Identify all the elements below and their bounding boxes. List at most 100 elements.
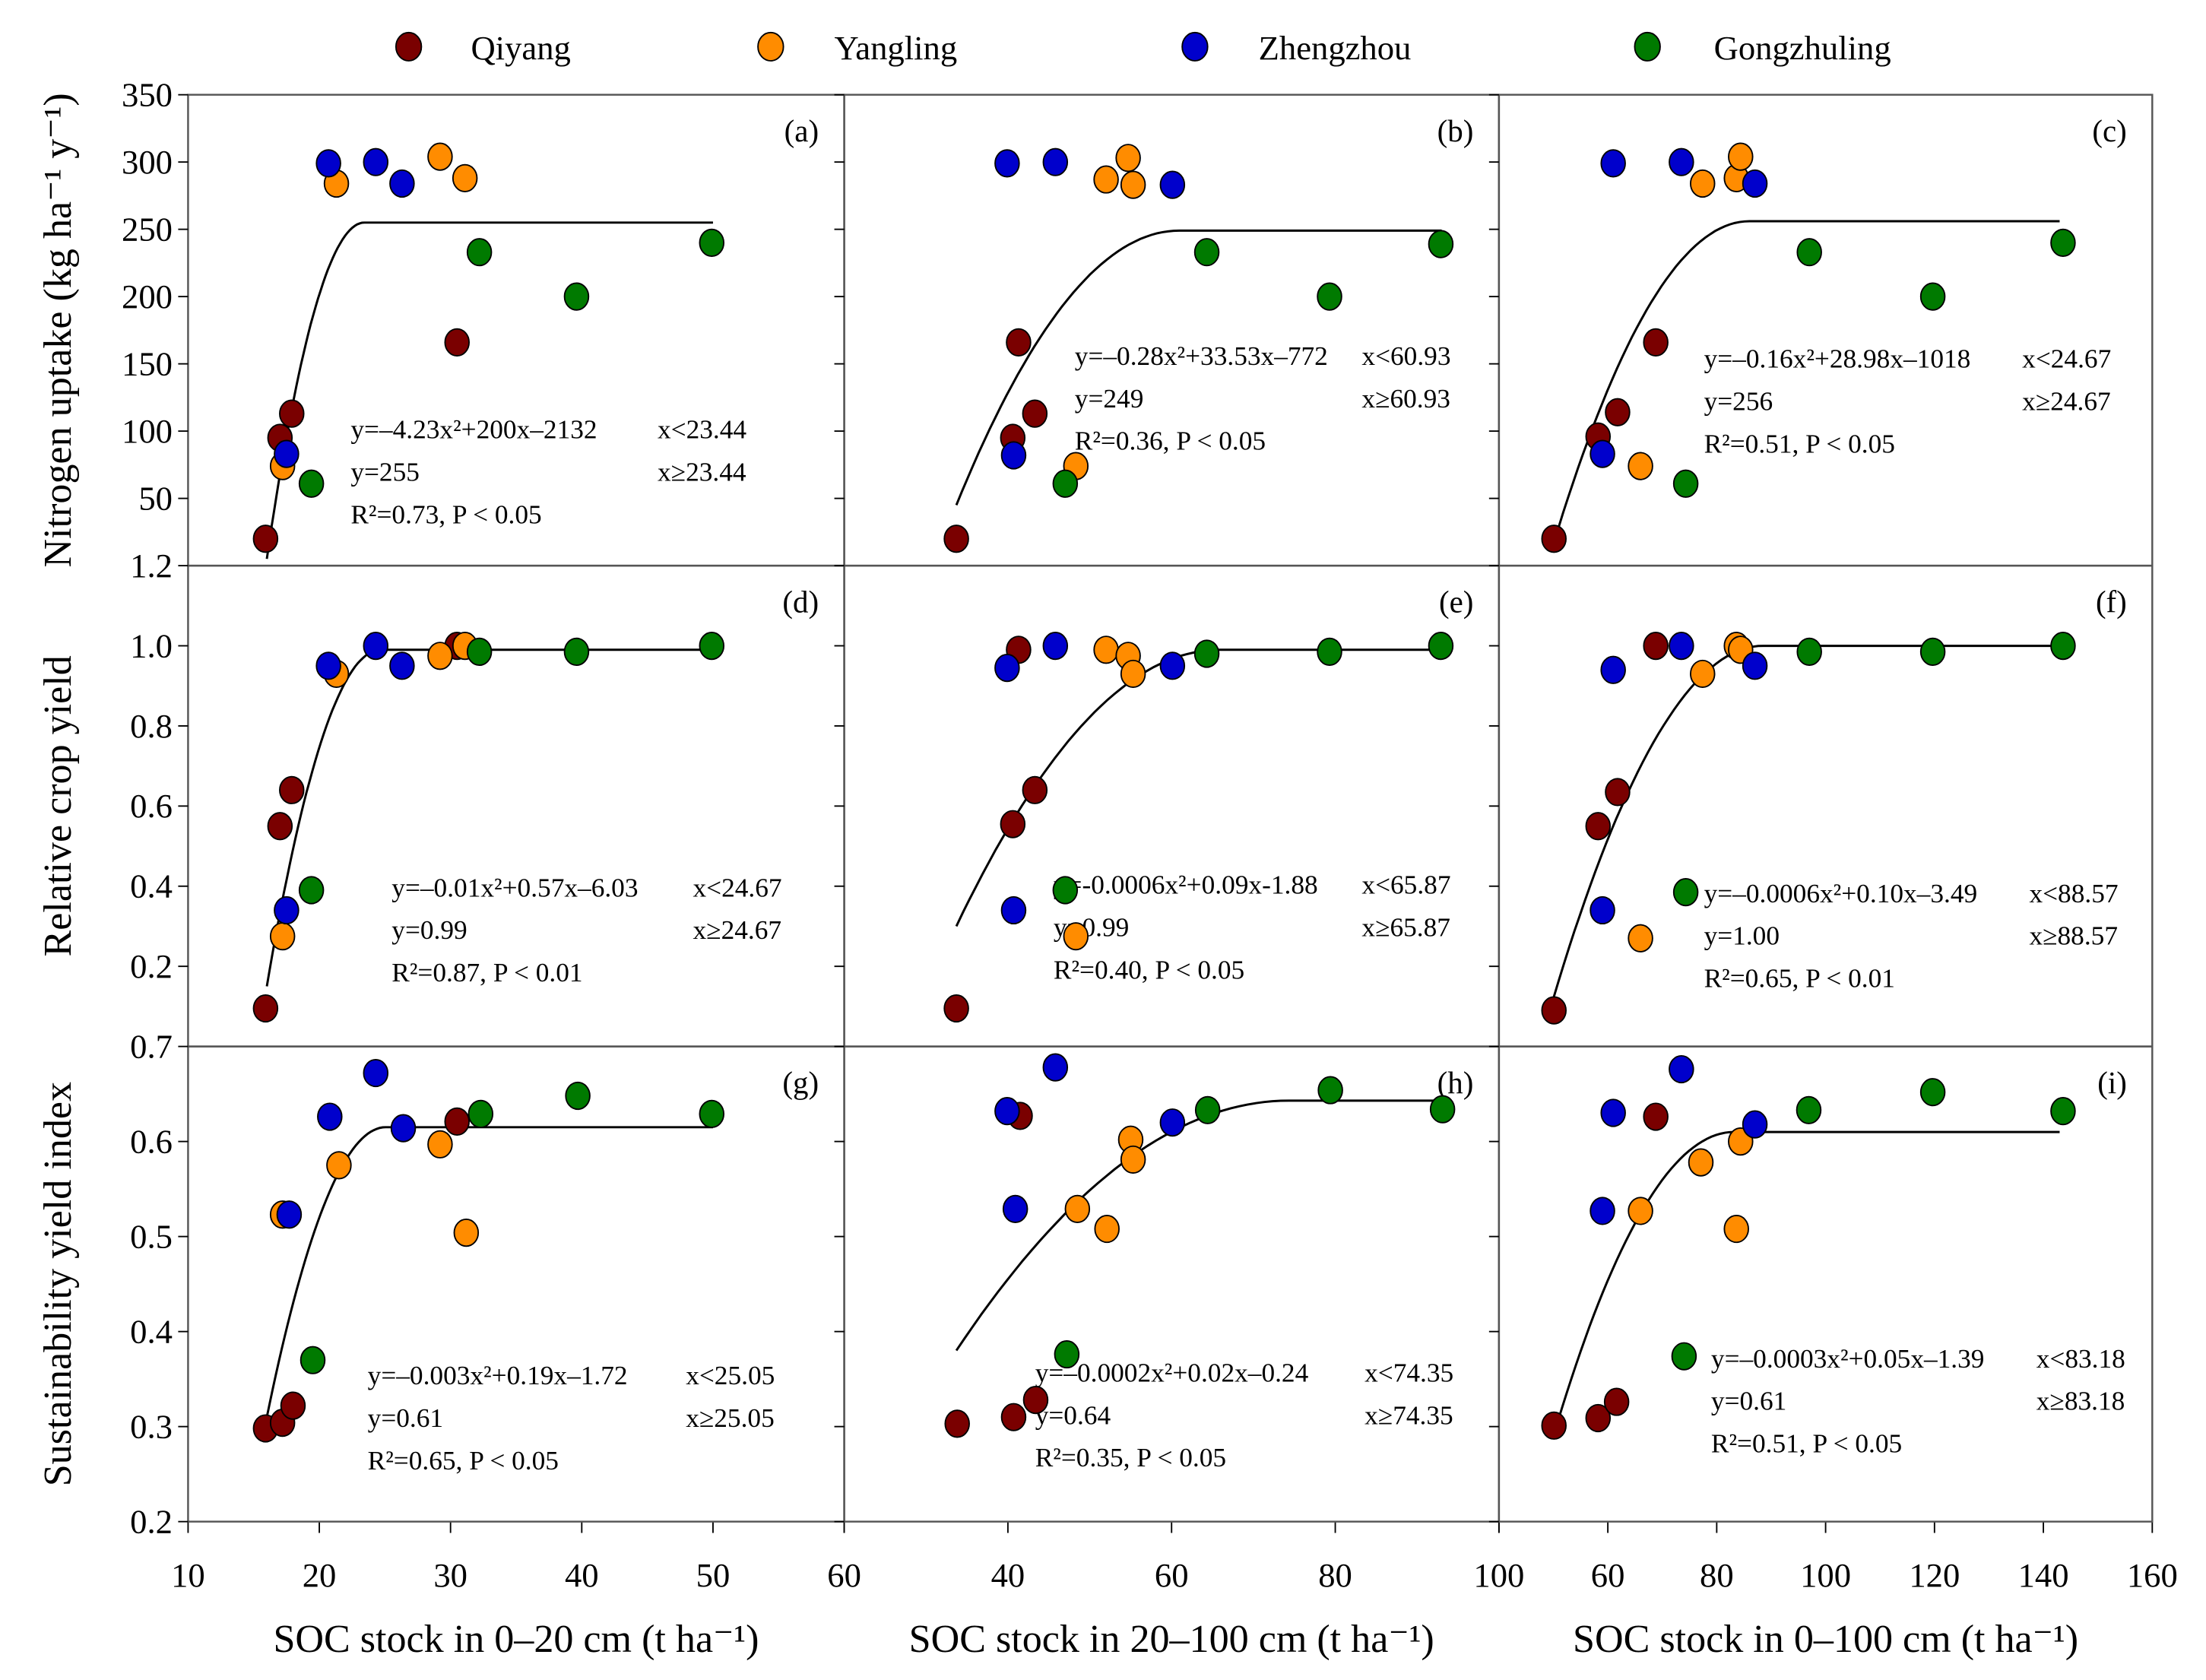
point-yangling bbox=[1628, 1197, 1653, 1225]
point-qiyang bbox=[252, 994, 279, 1023]
point-gongzhuling bbox=[565, 1081, 591, 1111]
point-gongzhuling bbox=[468, 1099, 494, 1128]
point-qiyang bbox=[1022, 1386, 1049, 1415]
equation-line: R²=0.65, P < 0.01 bbox=[1704, 963, 1895, 993]
point-gongzhuling bbox=[1672, 878, 1699, 907]
x-tick-label: 60 bbox=[1155, 1556, 1189, 1594]
point-yangling bbox=[326, 1151, 352, 1180]
point-zhengzhou bbox=[274, 439, 300, 468]
equation-condition: x<25.05 bbox=[686, 1361, 775, 1390]
y-tick-label: 0.5 bbox=[130, 1217, 173, 1255]
point-zhengzhou bbox=[1042, 631, 1069, 661]
point-qiyang bbox=[1541, 525, 1567, 553]
equation-line: y=-0.0006x²+0.09x-1.88 bbox=[1054, 870, 1318, 900]
point-gongzhuling bbox=[1193, 639, 1220, 668]
point-gongzhuling bbox=[466, 637, 493, 667]
point-yangling bbox=[1120, 1145, 1146, 1174]
point-zhengzhou bbox=[1669, 631, 1694, 661]
equation-line: y=249 bbox=[1075, 384, 1144, 414]
x-tick-label: 80 bbox=[1700, 1556, 1734, 1594]
equation-line: y=–0.01x²+0.57x–6.03 bbox=[391, 873, 638, 902]
equation-line: R²=0.35, P < 0.05 bbox=[1035, 1443, 1226, 1472]
point-gongzhuling bbox=[298, 876, 325, 905]
panel-frame bbox=[1498, 1045, 2154, 1523]
equation-condition: x<60.93 bbox=[1361, 341, 1450, 371]
y-tick-label: 0.6 bbox=[130, 1122, 173, 1160]
panel-f: (f) y=–0.0006x²+0.10x–3.49 y=1.00 R²=0.65, … bbox=[1488, 564, 2154, 1048]
point-qiyang bbox=[1006, 328, 1032, 357]
point-gongzhuling bbox=[2050, 228, 2076, 258]
point-zhengzhou bbox=[1159, 1108, 1186, 1137]
point-yangling bbox=[1628, 924, 1653, 953]
point-yangling bbox=[1728, 142, 1754, 171]
equation-line: y=255 bbox=[350, 457, 420, 487]
point-gongzhuling bbox=[1317, 282, 1342, 311]
panel-i: (i) y=–0.0003x²+0.05x–1.39 y=0.61 R²=0.51, … bbox=[1488, 1045, 2154, 1523]
panel-label: (f) bbox=[2096, 585, 2127, 619]
equation-condition: x≥25.05 bbox=[686, 1403, 775, 1433]
point-gongzhuling bbox=[699, 631, 725, 661]
x-tick-label: 160 bbox=[2127, 1556, 2178, 1594]
point-gongzhuling bbox=[300, 1346, 326, 1374]
y-tick-label: 0.4 bbox=[130, 867, 173, 905]
point-zhengzhou bbox=[363, 1058, 389, 1088]
x-tick-label: 20 bbox=[303, 1556, 337, 1594]
point-qiyang bbox=[1643, 631, 1669, 661]
x-tick-label: 100 bbox=[1800, 1556, 1851, 1594]
fit-curve bbox=[955, 229, 1442, 506]
point-qiyang bbox=[267, 812, 293, 841]
legend-item-qiyang: Qiyang bbox=[395, 29, 571, 67]
point-qiyang bbox=[252, 525, 279, 553]
panel-label: (h) bbox=[1437, 1066, 1474, 1100]
point-zhengzhou bbox=[1600, 655, 1626, 684]
x-tick-label: 10 bbox=[171, 1556, 205, 1594]
y-tick-label: 100 bbox=[122, 412, 173, 450]
point-qiyang bbox=[943, 994, 969, 1023]
equation-line: R²=0.87, P < 0.01 bbox=[391, 958, 582, 987]
point-qiyang bbox=[1585, 812, 1612, 841]
point-zhengzhou bbox=[1590, 439, 1615, 468]
point-zhengzhou bbox=[1742, 1110, 1768, 1139]
point-gongzhuling bbox=[1193, 238, 1220, 267]
equation-line: y=–0.28x²+33.53x–772 bbox=[1075, 341, 1328, 371]
point-qiyang bbox=[1605, 778, 1631, 807]
point-qiyang bbox=[1585, 1403, 1612, 1433]
equation-condition: x≥65.87 bbox=[1361, 912, 1450, 942]
equation-condition: x<24.67 bbox=[2022, 344, 2111, 374]
point-yangling bbox=[1093, 165, 1119, 194]
point-zhengzhou bbox=[317, 1102, 343, 1131]
point-yangling bbox=[427, 642, 453, 670]
point-qiyang bbox=[1643, 1102, 1669, 1131]
point-qiyang bbox=[279, 775, 305, 804]
point-yangling bbox=[453, 1218, 480, 1247]
y-axis-title: Sustainability yield index bbox=[36, 1082, 80, 1486]
y-tick-label: 350 bbox=[122, 76, 173, 114]
x-axis-title: SOC stock in 20–100 cm (t ha⁻¹) bbox=[909, 1618, 1434, 1661]
point-zhengzhou bbox=[315, 651, 341, 680]
point-gongzhuling bbox=[1919, 282, 1946, 311]
point-zhengzhou bbox=[315, 149, 341, 178]
point-gongzhuling bbox=[1796, 637, 1822, 667]
equation-line: y=0.61 bbox=[368, 1403, 443, 1433]
point-yangling bbox=[1723, 1214, 1749, 1244]
equation-line: R²=0.40, P < 0.05 bbox=[1054, 955, 1244, 984]
point-zhengzhou bbox=[1042, 1053, 1069, 1082]
equation-condition: x<83.18 bbox=[2036, 1344, 2125, 1374]
y-tick-label: 0.2 bbox=[130, 1503, 173, 1541]
legend-item-gongzhuling: Gongzhuling bbox=[1634, 29, 1891, 67]
panel-frame bbox=[1498, 94, 2154, 567]
panel-label: (b) bbox=[1437, 114, 1474, 148]
point-zhengzhou bbox=[1042, 147, 1069, 176]
point-gongzhuling bbox=[1919, 1078, 1946, 1107]
point-yangling bbox=[1120, 170, 1146, 199]
equation-condition: x<65.87 bbox=[1361, 870, 1450, 900]
point-gongzhuling bbox=[1317, 1076, 1343, 1105]
legend-item-zhengzhou: Zhengzhou bbox=[1181, 29, 1411, 67]
legend-label: Gongzhuling bbox=[1714, 29, 1891, 67]
point-zhengzhou bbox=[274, 895, 300, 925]
point-zhengzhou bbox=[1590, 895, 1615, 925]
equation-line: y=–0.0002x²+0.02x–0.24 bbox=[1035, 1358, 1309, 1387]
x-tick-label: 80 bbox=[1318, 1556, 1352, 1594]
point-qiyang bbox=[1000, 810, 1026, 838]
equation-line: y=–0.0006x²+0.10x–3.49 bbox=[1704, 879, 1978, 908]
